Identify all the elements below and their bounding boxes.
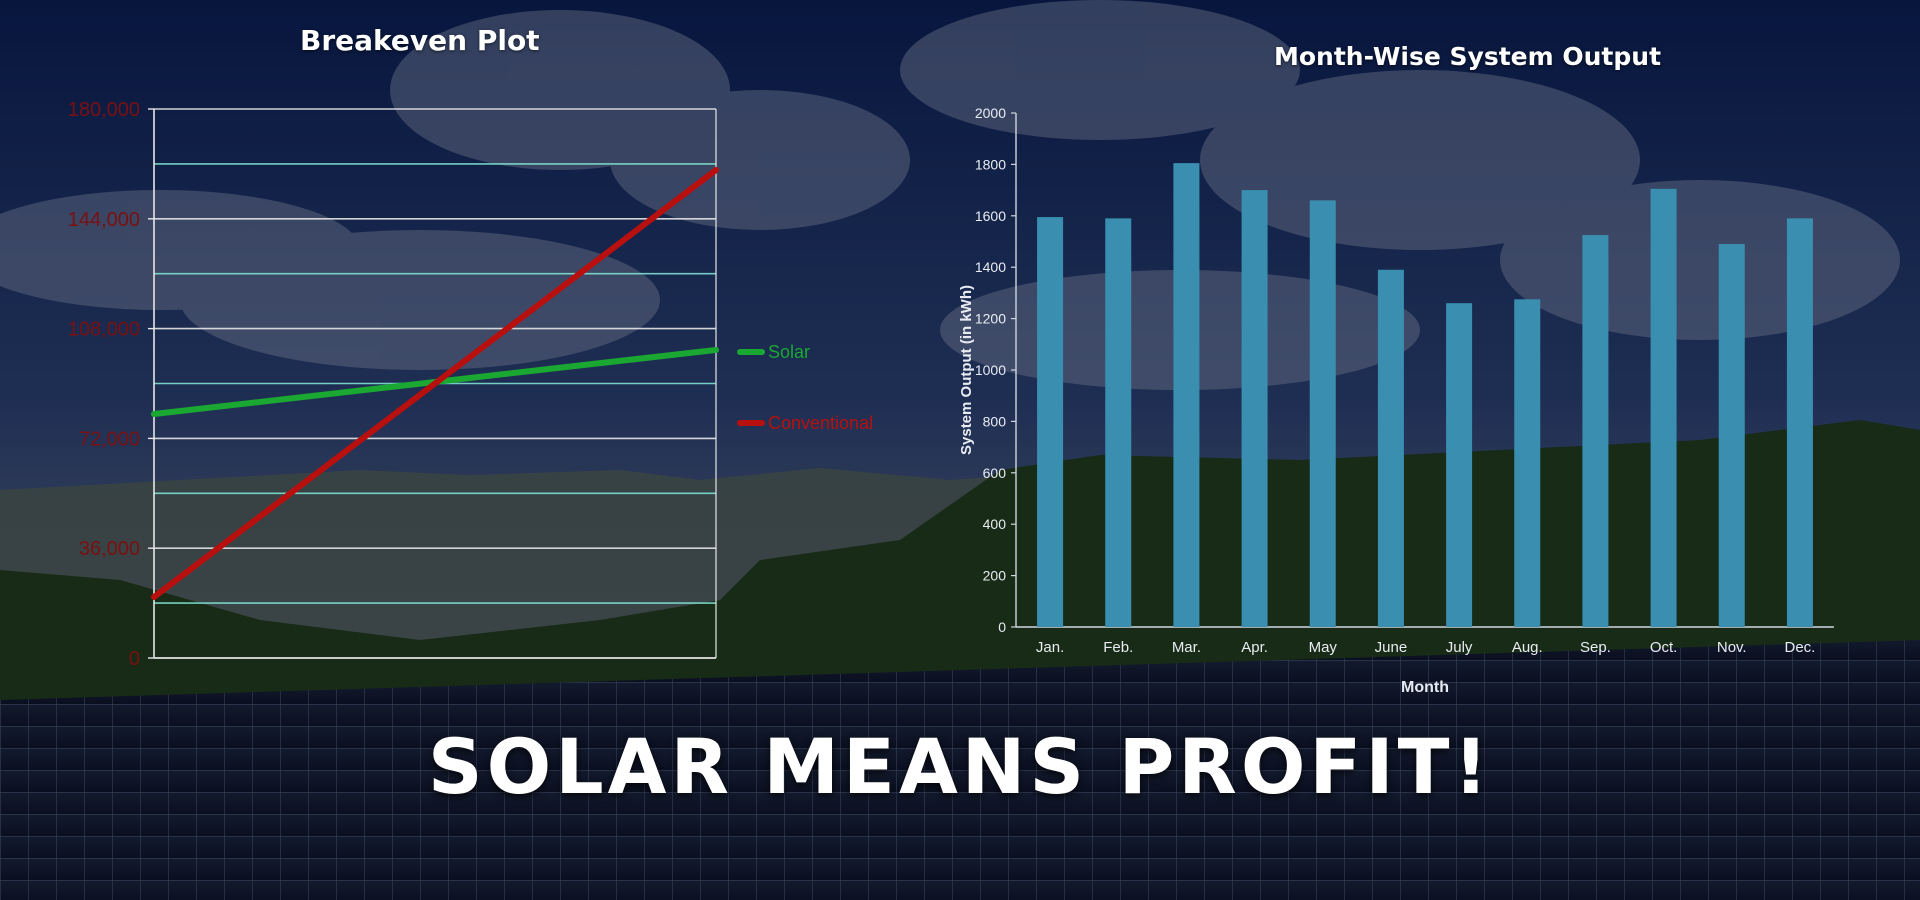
breakeven-chart-title: Breakeven Plot [300, 24, 540, 57]
y-tick-label: 108,000 [68, 319, 140, 341]
forest-hills [0, 420, 1920, 700]
x-tick-label: Aug. [1512, 639, 1543, 656]
bar-may [1309, 200, 1336, 627]
bar-nov [1718, 244, 1745, 627]
bar-july [1446, 303, 1473, 627]
series-line-conventional [151, 167, 719, 600]
y-tick-label: 200 [983, 568, 1007, 584]
y-tick-label: 400 [983, 516, 1007, 532]
y-tick-label: 180,000 [68, 99, 140, 121]
x-tick-label: Sep. [1580, 639, 1611, 656]
y-tick-label: 1000 [975, 362, 1006, 378]
bar-mar [1173, 163, 1200, 628]
legend-label-solar: Solar [768, 342, 810, 362]
x-tick-label: June [1375, 639, 1408, 656]
x-tick-label: May [1309, 639, 1338, 656]
legend-label-conventional: Conventional [768, 413, 873, 433]
x-tick-label: Feb. [1103, 639, 1133, 656]
y-tick-label: 0 [998, 619, 1006, 635]
x-tick-label: July [1446, 639, 1473, 656]
x-tick-label: Jan. [1036, 639, 1064, 656]
y-tick-label: 144,000 [68, 209, 140, 231]
y-tick-label: 36,000 [79, 538, 140, 560]
bar-feb [1105, 218, 1132, 627]
y-axis-label: System Output (in kWh) [958, 285, 975, 455]
output-chart-title: Month-Wise System Output [1274, 42, 1662, 71]
bar-sep [1582, 235, 1609, 627]
headline: SOLAR MEANS PROFIT! [427, 722, 1493, 811]
bar-aug [1514, 299, 1541, 627]
y-tick-label: 600 [983, 465, 1007, 481]
bar-oct [1650, 188, 1677, 627]
bar-june [1377, 269, 1404, 627]
x-tick-label: Oct. [1650, 639, 1678, 656]
bar-dec [1786, 218, 1813, 627]
x-tick-label: Apr. [1241, 639, 1268, 656]
y-tick-label: 72,000 [79, 428, 140, 450]
x-tick-label: Mar. [1172, 639, 1201, 656]
x-axis-label: Month [1401, 679, 1449, 696]
x-tick-label: Dec. [1784, 639, 1815, 656]
y-tick-label: 2000 [975, 105, 1006, 121]
panel-field-front [0, 715, 1920, 900]
bar-jan [1037, 217, 1064, 627]
y-tick-label: 1400 [975, 259, 1006, 275]
y-tick-label: 0 [129, 648, 140, 670]
y-tick-label: 1200 [975, 311, 1006, 327]
y-tick-label: 800 [983, 413, 1007, 429]
bar-apr [1241, 190, 1268, 627]
y-tick-label: 1600 [975, 208, 1006, 224]
y-tick-label: 1800 [975, 156, 1006, 172]
x-tick-label: Nov. [1717, 639, 1747, 656]
